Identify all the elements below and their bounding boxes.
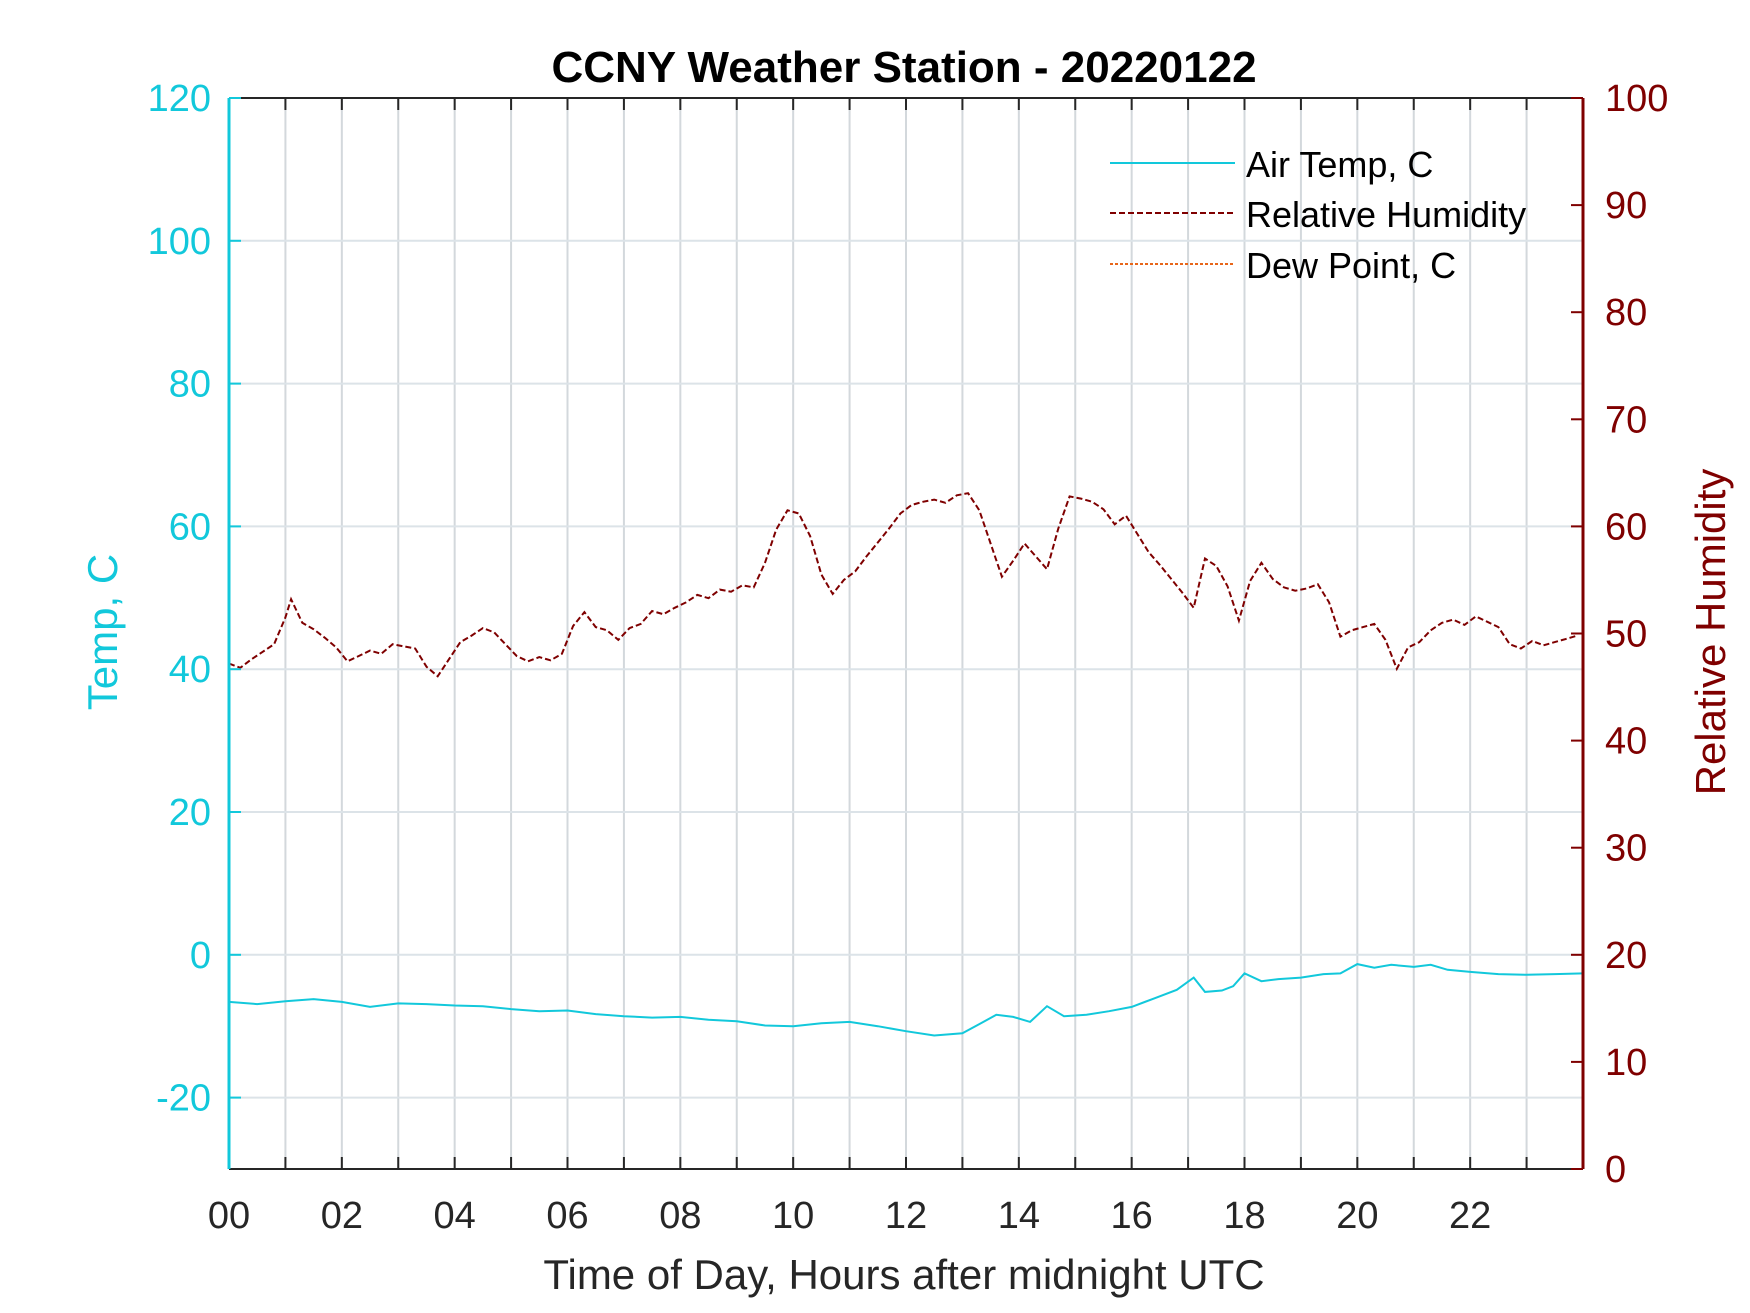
x-axis-label: Time of Day, Hours after midnight UTC (543, 1251, 1264, 1298)
x-tick-label: 10 (772, 1195, 814, 1237)
x-tick-label: 08 (659, 1195, 701, 1237)
y-right-tick-label: 70 (1605, 399, 1647, 441)
air-temp-line (228, 963, 1584, 1037)
relative-humidity-line (228, 492, 1578, 678)
y-right-tick-label: 90 (1605, 185, 1647, 227)
y-right-tick-label: 100 (1605, 78, 1668, 120)
y-right-tick-label: 0 (1605, 1149, 1626, 1191)
chart-title: CCNY Weather Station - 20220122 (551, 43, 1256, 92)
series-layer (228, 492, 1584, 1037)
y-left-tick-label: 0 (190, 935, 211, 977)
y-left-axis-label: Temp, C (79, 554, 126, 710)
y-right-tick-label: 50 (1605, 614, 1647, 656)
x-tick-label: 14 (998, 1195, 1040, 1237)
legend-label-dew-point: Dew Point, C (1246, 245, 1456, 286)
y-right-tick-label: 20 (1605, 935, 1647, 977)
legend-label-air-temp: Air Temp, C (1246, 144, 1433, 185)
x-tick-label: 20 (1336, 1195, 1378, 1237)
x-tick-label: 04 (434, 1195, 476, 1237)
x-tick-label: 16 (1111, 1195, 1153, 1237)
x-tick-label: 18 (1223, 1195, 1265, 1237)
y-left-tick-label: 80 (169, 364, 211, 406)
y-right-tick-label: 40 (1605, 721, 1647, 763)
y-right-tick-label: 30 (1605, 828, 1647, 870)
y-right-tick-label: 60 (1605, 506, 1647, 548)
x-tick-label: 06 (546, 1195, 588, 1237)
y-right-tick-label: 10 (1605, 1042, 1647, 1084)
y-left-tick-label: 40 (169, 649, 211, 691)
y-right-axis-label: Relative Humidity (1687, 469, 1734, 796)
x-tick-label: 22 (1449, 1195, 1491, 1237)
legend-label-relative-humidity: Relative Humidity (1246, 194, 1526, 235)
x-tick-label: 02 (321, 1195, 363, 1237)
grid-lines (229, 98, 1583, 1169)
y-left-tick-label: 60 (169, 506, 211, 548)
y-left-tick-label: -20 (156, 1078, 211, 1120)
y-right-tick-label: 80 (1605, 292, 1647, 334)
y-left-tick-label: 100 (148, 221, 211, 263)
tick-labels: 00 02 04 06 08 10 12 14 16 18 20 22-200204060801001… (148, 78, 1669, 1237)
y-left-tick-label: 120 (148, 78, 211, 120)
y-left-tick-label: 20 (169, 792, 211, 834)
axes (227, 97, 1585, 1170)
x-tick-label: 00 (208, 1195, 250, 1237)
legend: Air Temp, C Relative Humidity Dew Point,… (1110, 144, 1526, 286)
x-tick-label: 12 (885, 1195, 927, 1237)
